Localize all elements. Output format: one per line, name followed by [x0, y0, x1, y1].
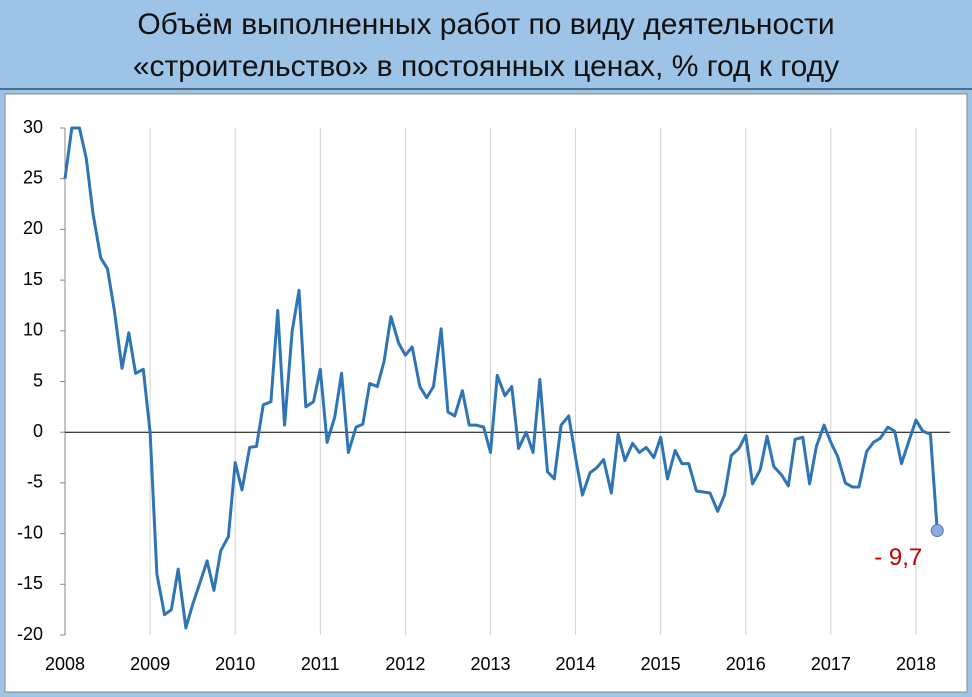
x-tick-label: 2011	[301, 654, 340, 674]
y-tick-label: -15	[17, 573, 43, 593]
x-tick-label: 2015	[641, 654, 681, 674]
series-line	[63, 126, 939, 630]
y-tick-label: -5	[27, 472, 43, 492]
end-marker	[930, 524, 944, 538]
y-tick-label: 5	[33, 370, 43, 390]
x-tick-label: 2012	[385, 654, 425, 674]
x-tick-label: 2008	[45, 654, 85, 674]
y-tick-label: 15	[23, 269, 43, 289]
y-tick-label: 10	[23, 320, 43, 340]
y-tick-label: 20	[23, 218, 43, 238]
x-tick-label: 2009	[130, 654, 170, 674]
annotation: - 9,7	[874, 544, 922, 571]
y-tick-label: 0	[33, 421, 43, 441]
plot-panel	[4, 93, 968, 693]
x-tick-label: 2013	[470, 654, 510, 674]
x-tick-label: 2016	[726, 654, 766, 674]
x-tick-label: 2017	[811, 654, 851, 674]
chart-title: Объём выполненных работ по виду деятельн…	[137, 8, 834, 41]
x-tick-label: 2014	[556, 654, 596, 674]
x-tick-label: 2010	[215, 654, 255, 674]
y-tick-label: -20	[17, 624, 43, 644]
x-tick-label: 2018	[896, 654, 936, 674]
y-tick-label: 25	[23, 167, 43, 187]
y-tick-label: 30	[23, 117, 43, 137]
chart-title: «строительство» в постоянных ценах, % го…	[133, 50, 839, 83]
y-tick-label: -10	[17, 522, 43, 542]
